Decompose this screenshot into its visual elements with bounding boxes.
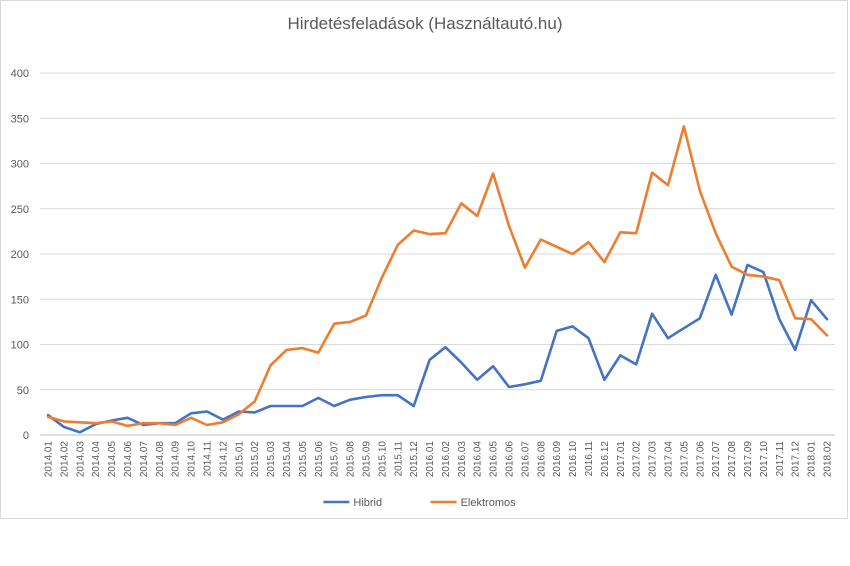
- y-tick-label: 200: [11, 249, 29, 261]
- x-tick-label: 2016.02: [441, 441, 452, 478]
- x-tick-label: 2017.01: [616, 441, 627, 478]
- x-tick-label: 2014.01: [44, 441, 55, 478]
- y-axis-ticks: 0 50 100 150 200 250 300 350 400: [11, 68, 29, 442]
- x-tick-label: 2017.06: [695, 441, 706, 478]
- x-tick-label: 2015.07: [330, 441, 341, 478]
- x-tick-label: 2014.08: [155, 441, 166, 478]
- series-line-hibrid: [46, 263, 829, 434]
- y-tick-label: 0: [23, 430, 29, 442]
- y-tick-label: 400: [11, 68, 29, 80]
- x-tick-label: 2015.12: [409, 441, 420, 478]
- y-tick-label: 150: [11, 294, 29, 306]
- x-tick-label: 2014.11: [202, 441, 213, 477]
- x-tick-label: 2016.06: [505, 441, 516, 478]
- x-tick-label: 2017.07: [711, 441, 722, 478]
- x-tick-label: 2016.05: [489, 441, 500, 478]
- x-tick-label: 2015.04: [282, 441, 293, 478]
- x-tick-label: 2016.01: [425, 441, 436, 478]
- x-tick-label: 2017.05: [679, 441, 690, 478]
- x-tick-label: 2014.04: [91, 441, 102, 478]
- x-tick-label: 2017.11: [775, 441, 786, 477]
- series-line-elektromos: [46, 125, 829, 428]
- y-tick-label: 50: [17, 385, 29, 397]
- x-tick-label: 2014.02: [59, 441, 70, 478]
- x-tick-label: 2016.09: [552, 441, 563, 478]
- x-tick-label: 2015.10: [377, 441, 388, 478]
- x-tick-label: 2014.10: [187, 441, 198, 478]
- x-tick-label: 2018.02: [823, 441, 834, 478]
- x-tick-label: 2017.12: [791, 441, 802, 478]
- x-tick-label: 2014.06: [123, 441, 134, 478]
- legend-label: Elektromos: [461, 497, 517, 509]
- x-tick-label: 2015.06: [314, 441, 325, 478]
- x-tick-label: 2014.07: [139, 441, 150, 478]
- x-tick-label: 2017.08: [727, 441, 738, 478]
- x-tick-label: 2014.09: [171, 441, 182, 478]
- y-tick-label: 350: [11, 113, 29, 125]
- x-tick-label: 2016.04: [473, 441, 484, 478]
- x-tick-label: 2015.03: [266, 441, 277, 478]
- x-tick-label: 2016.10: [568, 441, 579, 478]
- x-tick-label: 2015.09: [361, 441, 372, 478]
- chart-frame: Hirdetésfeladások (Használtautó.hu) 0 50 1…: [0, 0, 848, 519]
- chart-title: Hirdetésfeladások (Használtautó.hu): [288, 14, 563, 33]
- line-chart: Hirdetésfeladások (Használtautó.hu) 0 50 1…: [11, 14, 835, 509]
- x-tick-label: 2017.04: [664, 441, 675, 478]
- x-tick-label: 2016.03: [457, 441, 468, 478]
- gridlines: [40, 72, 835, 436]
- x-tick-label: 2016.12: [600, 441, 611, 478]
- x-tick-label: 2015.05: [298, 441, 309, 478]
- x-tick-label: 2014.12: [218, 441, 229, 478]
- x-tick-label: 2016.07: [520, 441, 531, 478]
- x-tick-label: 2015.02: [250, 441, 261, 478]
- x-tick-label: 2017.03: [648, 441, 659, 478]
- x-tick-label: 2017.09: [743, 441, 754, 478]
- legend: Hibrid Elektromos: [323, 497, 516, 509]
- y-tick-label: 100: [11, 340, 29, 352]
- x-tick-label: 2016.11: [584, 441, 595, 477]
- x-tick-label: 2015.11: [393, 441, 404, 477]
- x-tick-label: 2014.03: [75, 441, 86, 478]
- x-tick-label: 2017.02: [632, 441, 643, 478]
- x-tick-label: 2018.01: [807, 441, 818, 478]
- series-lines: [46, 125, 829, 434]
- x-tick-label: 2014.05: [107, 441, 118, 478]
- x-tick-label: 2015.08: [346, 441, 357, 478]
- x-tick-label: 2015.01: [234, 441, 245, 478]
- x-axis-ticks: 2014.01 2014.02 2014.03 2014.04 2014.05 2014.…: [44, 441, 834, 478]
- x-tick-label: 2016.08: [536, 441, 547, 478]
- y-tick-label: 300: [11, 159, 29, 171]
- x-tick-label: 2017.10: [759, 441, 770, 478]
- legend-label: Hibrid: [353, 497, 382, 509]
- y-tick-label: 250: [11, 204, 29, 216]
